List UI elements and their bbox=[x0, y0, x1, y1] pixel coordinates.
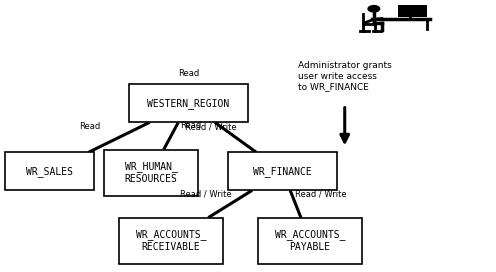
Bar bbox=[398, 5, 427, 17]
Text: Administrator grants
user write access
to WR_FINANCE: Administrator grants user write access t… bbox=[298, 61, 391, 91]
FancyBboxPatch shape bbox=[119, 218, 223, 264]
Circle shape bbox=[368, 6, 379, 12]
Text: WR_ACCOUNTS_
PAYABLE: WR_ACCOUNTS_ PAYABLE bbox=[275, 230, 345, 252]
FancyBboxPatch shape bbox=[228, 152, 337, 190]
Text: Read / Write: Read / Write bbox=[185, 122, 237, 131]
Text: WR_FINANCE: WR_FINANCE bbox=[253, 166, 312, 177]
FancyBboxPatch shape bbox=[5, 152, 94, 190]
FancyBboxPatch shape bbox=[104, 150, 198, 196]
Text: WESTERN_REGION: WESTERN_REGION bbox=[147, 98, 230, 109]
Text: Read / Write: Read / Write bbox=[295, 189, 346, 198]
Text: WR_HUMAN_
RESOURCES: WR_HUMAN_ RESOURCES bbox=[125, 162, 178, 184]
FancyBboxPatch shape bbox=[129, 84, 248, 122]
Text: WR_SALES: WR_SALES bbox=[26, 166, 73, 177]
Text: Read: Read bbox=[178, 69, 199, 78]
FancyBboxPatch shape bbox=[258, 218, 362, 264]
Text: WR_ACCOUNTS_
RECEIVABLE: WR_ACCOUNTS_ RECEIVABLE bbox=[136, 230, 206, 252]
Text: Read: Read bbox=[180, 121, 201, 130]
Text: Read / Write: Read / Write bbox=[180, 189, 231, 198]
Text: Read: Read bbox=[79, 122, 100, 131]
